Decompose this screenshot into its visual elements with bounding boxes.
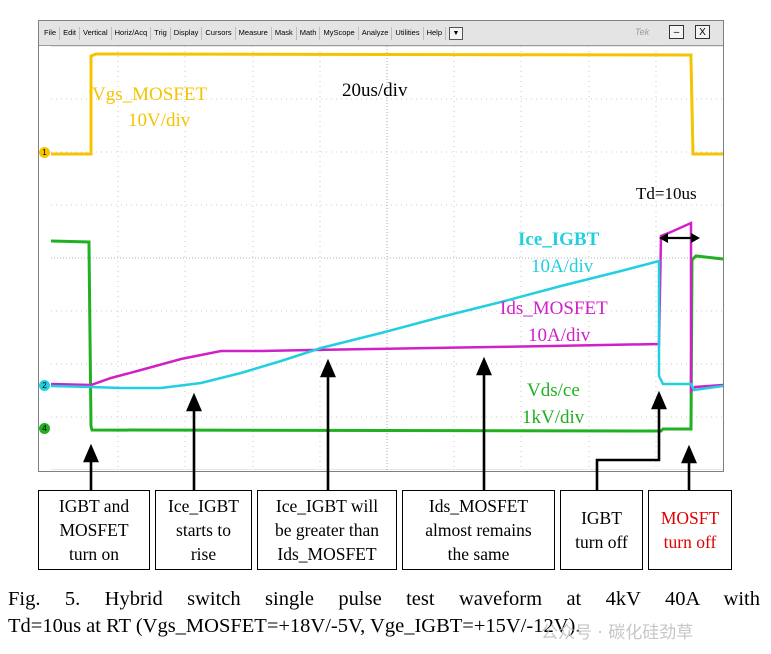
waveform-display: 1 2 4 — [39, 46, 723, 470]
figure-caption-line2: Td=10us at RT (Vgs_MOSFET=+18V/-5V, Vge_… — [8, 615, 581, 637]
ch4-marker[interactable]: 4 — [39, 423, 50, 434]
watermark: 公众号 · 碳化硅劲草 — [541, 623, 694, 643]
annotation-text: Ice_IGBT will be greater than Ids_MOSFET — [275, 494, 379, 566]
vds-trace — [51, 239, 723, 433]
ch1-marker[interactable]: 1 — [39, 147, 50, 158]
ice-scale-label: 10A/div — [531, 256, 594, 277]
menu-edit[interactable]: Edit — [60, 27, 81, 40]
menu-analyze[interactable]: Analyze — [359, 27, 393, 40]
annotation-line: turn on — [68, 544, 120, 564]
brand-logo: Tek — [635, 27, 650, 37]
vds-scale-label: 1kV/div — [522, 407, 585, 428]
menu-help[interactable]: Help — [424, 27, 447, 40]
timebase-label: 20us/div — [342, 80, 408, 101]
annotation-text: MOSFT turn off — [661, 506, 719, 554]
menu-display[interactable]: Display — [171, 27, 203, 40]
ice-trace — [51, 259, 723, 392]
annotation-mosft-off: MOSFT turn off — [648, 490, 732, 570]
annotation-text: IGBT and MOSFET turn on — [59, 494, 129, 566]
vgs-trace — [51, 52, 723, 156]
annotation-ids-same: Ids_MOSFET almost remains the same — [402, 490, 555, 570]
annotation-line: Ids_MOSFET — [277, 544, 377, 564]
annotation-line: IGBT and — [58, 496, 130, 516]
vgs-name-label: Vgs_MOSFET — [92, 84, 208, 105]
annotation-line: Ids_MOSFET — [428, 496, 529, 516]
minimize-button[interactable]: – — [669, 25, 684, 39]
vds-name-label: Vds/ce — [527, 380, 580, 401]
annotation-line: the same — [447, 544, 510, 564]
annotation-line: Ice_IGBT will — [275, 496, 379, 516]
annotation-line: turn off — [663, 532, 717, 552]
annotation-text: IGBT turn off — [575, 506, 628, 554]
menu-utilities[interactable]: Utilities — [392, 27, 424, 40]
ch2-marker[interactable]: 2 — [39, 380, 50, 391]
menu-dropdown-button[interactable]: ▼ — [449, 27, 464, 40]
waveform-svg — [51, 46, 723, 470]
annotation-turn-on: IGBT and MOSFET turn on — [38, 490, 150, 570]
menu-vertical[interactable]: Vertical — [80, 27, 112, 40]
menu-mask[interactable]: Mask — [272, 27, 297, 40]
figure-caption-line1: Fig. 5. Hybrid switch single pulse test … — [8, 588, 760, 610]
td-arrow-right-head — [691, 233, 700, 243]
menu-items: File Edit Vertical Horiz/Acq Trig Displa… — [41, 27, 464, 40]
annotation-line: almost remains — [425, 520, 532, 540]
annotation-igbt-off: IGBT turn off — [560, 490, 643, 570]
annotation-line: MOSFT — [660, 508, 720, 528]
annotation-line: starts to — [176, 520, 231, 540]
close-button[interactable]: X — [695, 25, 710, 39]
annotation-text: Ids_MOSFET almost remains the same — [425, 494, 531, 566]
annotation-ice-greater: Ice_IGBT will be greater than Ids_MOSFET — [257, 490, 397, 570]
menu-myscope[interactable]: MyScope — [320, 27, 359, 40]
annotation-line: rise — [190, 544, 217, 564]
annotation-line: turn off — [575, 532, 628, 552]
vgs-scale-label: 10V/div — [128, 110, 191, 131]
ice-name-label: Ice_IGBT — [518, 229, 600, 250]
annotation-ice-rise: Ice_IGBT starts to rise — [155, 490, 252, 570]
annotation-text: Ice_IGBT starts to rise — [168, 494, 239, 566]
ids-name-label: Ids_MOSFET — [500, 298, 608, 319]
annotation-line: MOSFET — [59, 520, 129, 540]
td-arrow-left-head — [659, 233, 668, 243]
annotation-line: IGBT — [581, 508, 622, 528]
annotation-line: be greater than — [275, 520, 379, 540]
td-label: Td=10us — [636, 184, 697, 203]
menu-file[interactable]: File — [41, 27, 61, 40]
graticule — [51, 46, 723, 470]
menu-cursors[interactable]: Cursors — [202, 27, 236, 40]
menu-trig[interactable]: Trig — [151, 27, 171, 40]
menu-horiz-acq[interactable]: Horiz/Acq — [112, 27, 152, 40]
menu-bar: File Edit Vertical Horiz/Acq Trig Displa… — [39, 21, 723, 46]
oscilloscope-window: File Edit Vertical Horiz/Acq Trig Displa… — [38, 20, 724, 472]
menu-math[interactable]: Math — [297, 27, 321, 40]
menu-measure[interactable]: Measure — [236, 27, 272, 40]
ids-trace — [51, 221, 723, 395]
annotation-line: Ice_IGBT — [168, 496, 239, 516]
ids-scale-label: 10A/div — [528, 325, 591, 346]
